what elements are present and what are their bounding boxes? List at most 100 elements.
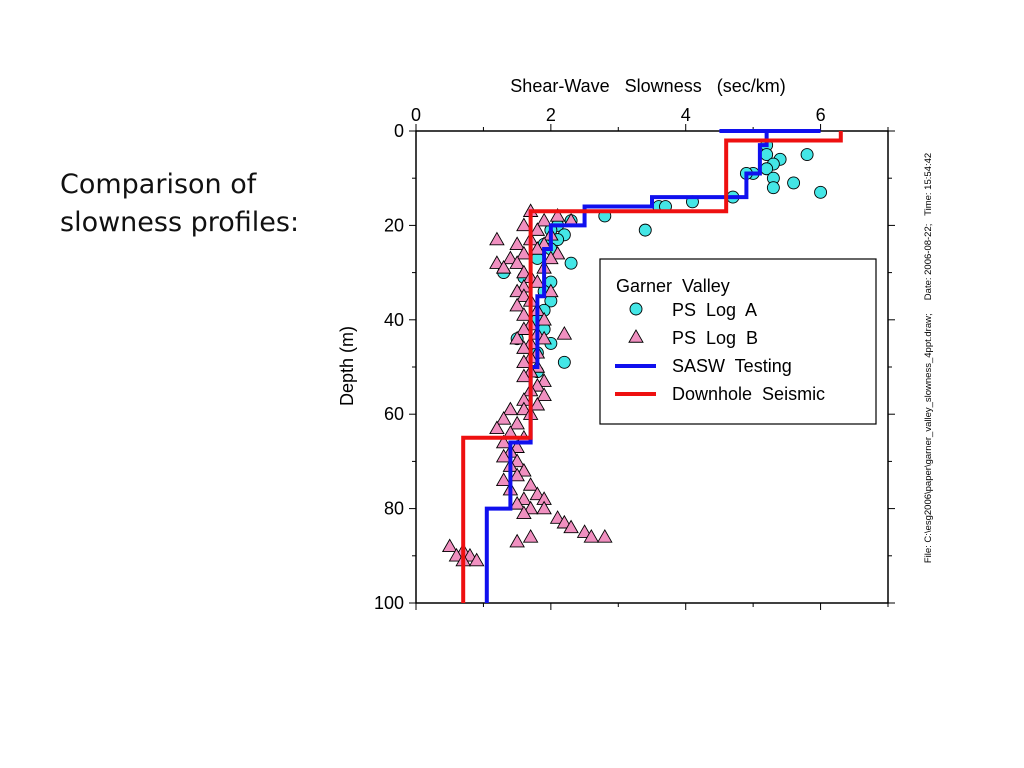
legend-label: Downhole Seismic <box>672 384 825 404</box>
data-point <box>638 223 652 237</box>
legend-box <box>599 258 877 425</box>
data-point <box>522 529 539 543</box>
data-point <box>597 529 613 543</box>
legend: Garner Valley PS Log A PS Log B SASW Testi… <box>599 258 877 425</box>
data-point <box>814 185 828 199</box>
legend-label: PS Log A <box>672 300 757 320</box>
data-point <box>583 529 600 543</box>
data-point <box>489 231 505 246</box>
x-tick-label: 0 <box>411 105 421 125</box>
data-point <box>516 340 532 354</box>
data-point <box>536 330 552 345</box>
data-point <box>529 274 546 288</box>
data-point <box>556 514 573 529</box>
x-tick-label: 6 <box>816 105 826 125</box>
data-point <box>509 467 525 482</box>
data-point <box>522 500 539 515</box>
legend-swatch <box>629 302 643 316</box>
series-ps-log-b <box>441 203 613 567</box>
data-point <box>495 472 512 486</box>
data-point <box>800 148 814 162</box>
data-point <box>529 222 546 236</box>
data-point <box>516 462 532 477</box>
data-point <box>543 250 559 265</box>
series-line <box>484 129 821 603</box>
data-point <box>516 368 532 383</box>
x-tick-label: 2 <box>546 105 556 125</box>
data-point <box>516 307 532 321</box>
data-point <box>536 373 552 387</box>
data-point <box>516 321 532 335</box>
data-point <box>787 176 801 190</box>
data-point <box>495 448 512 463</box>
data-point <box>516 264 532 279</box>
data-point <box>502 250 519 265</box>
data-point <box>576 524 593 538</box>
data-point <box>516 245 532 260</box>
data-point <box>516 217 532 232</box>
data-point <box>448 547 465 562</box>
data-point <box>462 547 478 562</box>
slide-title-line-2: slowness profiles: <box>60 207 300 238</box>
data-point <box>516 354 532 368</box>
legend-entry: SASW Testing <box>615 356 792 376</box>
y-tick-label: 60 <box>384 404 404 424</box>
data-point <box>529 241 546 255</box>
data-point <box>495 411 512 425</box>
y-tick-label: 0 <box>394 121 404 141</box>
data-point <box>509 495 525 510</box>
data-point <box>549 510 566 524</box>
data-point <box>502 401 519 416</box>
data-point <box>441 538 458 553</box>
slide-title: Comparison of slowness profiles: <box>60 166 299 242</box>
legend-entry: PS Log A <box>629 300 757 320</box>
data-point <box>564 256 578 270</box>
series-sasw-testing <box>484 129 821 603</box>
y-axis-label: Depth (m) <box>337 326 357 406</box>
data-point <box>522 477 539 491</box>
data-point <box>495 259 512 274</box>
y-tick-label: 80 <box>384 499 404 519</box>
series-layer <box>441 129 843 603</box>
data-point <box>516 401 532 416</box>
data-point <box>489 420 505 435</box>
y-tick-label: 40 <box>384 310 404 330</box>
legend-swatch <box>628 329 644 343</box>
data-point <box>529 396 546 411</box>
data-point <box>766 181 780 195</box>
data-point <box>536 387 552 402</box>
data-point <box>489 255 505 269</box>
data-point <box>509 255 525 269</box>
file-date-annotation: File: C:\esg2006\paper\garner_valley_slo… <box>923 153 934 563</box>
data-point <box>509 533 525 548</box>
y-tick-label: 100 <box>374 593 404 613</box>
data-point <box>495 434 512 449</box>
legend-entry: Downhole Seismic <box>615 384 825 404</box>
data-point <box>509 330 525 345</box>
data-point <box>543 283 559 298</box>
data-point <box>529 486 546 501</box>
legend-title: Garner Valley <box>616 276 730 296</box>
legend-label: PS Log B <box>672 328 758 348</box>
series-downhole-seismic <box>461 131 843 603</box>
data-point <box>509 283 525 298</box>
data-point <box>549 245 566 260</box>
x-tick-label: 4 <box>681 105 691 125</box>
data-point <box>509 453 525 468</box>
data-point <box>549 208 566 222</box>
data-point <box>509 297 525 312</box>
data-point <box>468 552 485 567</box>
data-point <box>563 519 579 534</box>
data-point <box>536 212 552 227</box>
y-tick-label: 20 <box>384 215 404 235</box>
data-point <box>529 377 546 392</box>
legend-label: SASW Testing <box>672 356 792 376</box>
legend-entry: PS Log B <box>628 328 758 348</box>
data-point <box>536 311 552 326</box>
x-axis-label: Shear-Wave Slowness (sec/km) <box>510 76 785 96</box>
data-point <box>509 415 525 430</box>
data-point <box>556 326 573 340</box>
data-point <box>516 288 532 302</box>
